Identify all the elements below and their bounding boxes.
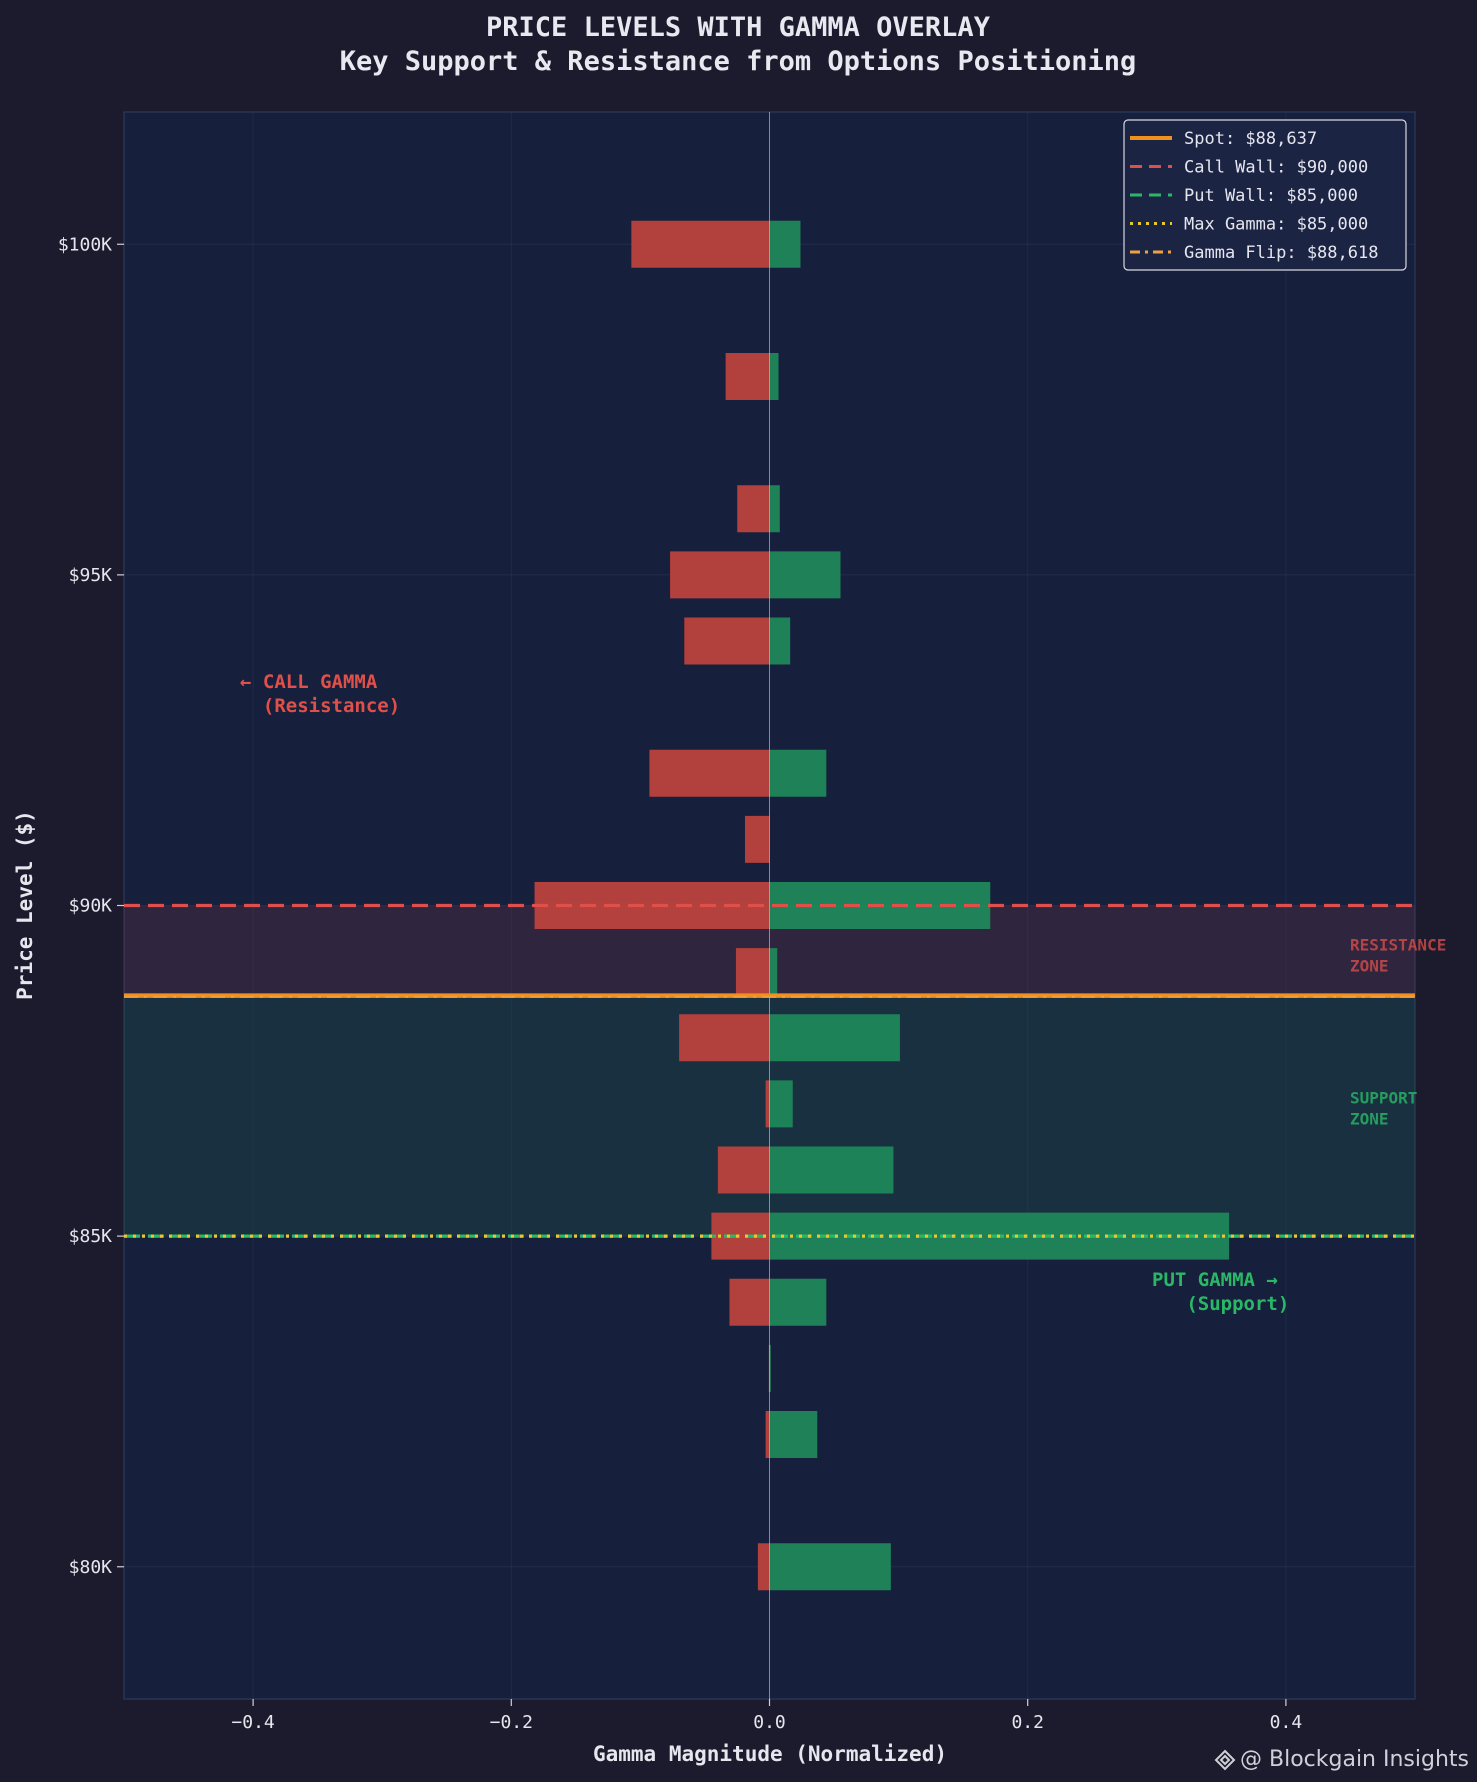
- annotation-text: PUT GAMMA →: [1152, 1269, 1278, 1291]
- call-gamma-bar: [729, 1278, 770, 1326]
- blockgain-logo-icon: [1214, 1749, 1236, 1770]
- call-gamma-bar: [684, 617, 770, 665]
- annotation-text: (Resistance): [240, 695, 400, 717]
- x-tick-label: 0.4: [1270, 1712, 1303, 1733]
- zone-label: SUPPORT: [1350, 1089, 1417, 1108]
- chart-title: PRICE LEVELS WITH GAMMA OVERLAY: [486, 12, 991, 43]
- put-gamma-bar: [769, 617, 791, 665]
- call-gamma-bar: [735, 948, 770, 996]
- call-gamma-bar: [744, 815, 770, 863]
- legend-entry: Spot: $88,637: [1184, 129, 1317, 149]
- call-gamma-bar: [725, 353, 770, 400]
- y-tick-label: $100K: [58, 234, 112, 255]
- reference-lines: [124, 903, 1415, 1238]
- x-axis-label: Gamma Magnitude (Normalized): [593, 1742, 947, 1766]
- legend-entry: Put Wall: $85,000: [1184, 186, 1358, 206]
- zone-label: ZONE: [1350, 957, 1389, 976]
- y-tick-label: $95K: [69, 565, 113, 586]
- legend-entry: Gamma Flip: $88,618: [1184, 243, 1378, 263]
- x-tick-label: 0.0: [753, 1712, 786, 1733]
- put-gamma-bar: [769, 749, 827, 797]
- put-gamma-bar: [769, 948, 778, 996]
- put-gamma-bar: [769, 485, 780, 533]
- legend-box: [1123, 119, 1407, 271]
- put-gamma-bar: [769, 1344, 771, 1392]
- call-gamma-bar: [737, 485, 770, 533]
- annotation-text: (Support): [1152, 1293, 1289, 1315]
- x-tick-label: −0.2: [490, 1712, 533, 1733]
- put-gamma-bar: [769, 1014, 900, 1062]
- call-gamma-bar: [765, 1080, 770, 1128]
- y-tick-label: $85K: [69, 1226, 113, 1247]
- chart-subtitle: Key Support & Resistance from Options Po…: [340, 46, 1137, 77]
- y-tick-label: $90K: [69, 896, 113, 917]
- call-gamma-bar: [631, 220, 770, 268]
- y-axis-label: Price Level ($): [13, 810, 37, 1000]
- put-gamma-bar: [769, 1146, 894, 1194]
- watermark: @ Blockgain Insights: [1214, 1747, 1469, 1772]
- zone-label: RESISTANCE: [1350, 936, 1446, 955]
- legend-entry: Max Gamma: $85,000: [1184, 215, 1368, 235]
- put-gamma-bar: [769, 1278, 827, 1326]
- put-gamma-bar: [769, 1411, 818, 1458]
- call-gamma-bar: [717, 1146, 770, 1194]
- put-gamma-bar: [769, 220, 801, 268]
- y-tick-label: $80K: [69, 1557, 113, 1578]
- x-tick-label: −0.4: [231, 1712, 274, 1733]
- annotations: ← CALL GAMMA (Resistance) PUT GAMMA → (Su…: [240, 671, 1289, 1315]
- x-tick-label: 0.2: [1011, 1712, 1044, 1733]
- call-gamma-bar: [649, 749, 770, 797]
- put-gamma-bar: [769, 1080, 793, 1128]
- put-gamma-bar: [769, 353, 779, 400]
- call-gamma-bar: [765, 1411, 770, 1458]
- legend: Spot: $88,637 Call Wall: $90,000 Put Wall:…: [1123, 119, 1407, 271]
- annotation-text: ← CALL GAMMA: [240, 671, 378, 693]
- zone-label: ZONE: [1350, 1110, 1389, 1129]
- put-gamma-bar: [769, 551, 841, 599]
- axis-ticks: $80K $85K $90K $95K $100K −0.4 −0.2 0.0 0.2 0.4: [58, 234, 1302, 1733]
- call-gamma-bar: [679, 1014, 770, 1062]
- call-gamma-bar: [757, 1543, 770, 1591]
- call-gamma-bar: [670, 551, 770, 599]
- legend-entry: Call Wall: $90,000: [1184, 158, 1368, 178]
- watermark-text: @ Blockgain Insights: [1240, 1747, 1469, 1772]
- put-gamma-bar: [769, 1543, 891, 1591]
